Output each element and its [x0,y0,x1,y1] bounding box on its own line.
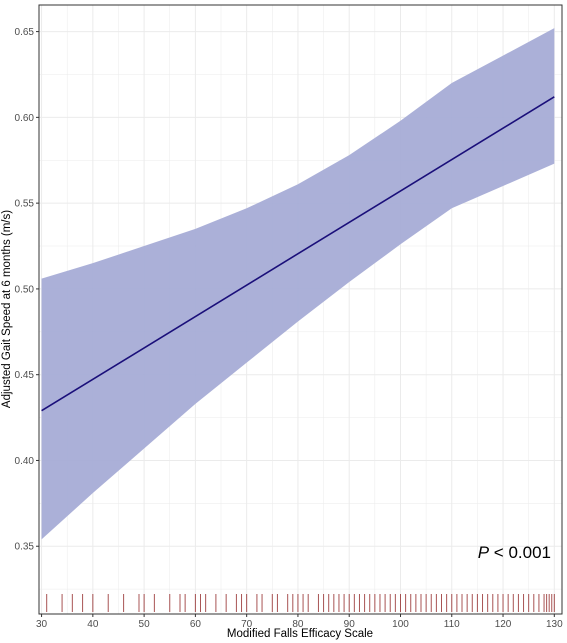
y-axis-title: Adjusted Gait Speed at 6 months (m/s) [1,210,13,408]
y-tick-label: 0.50 [15,284,35,295]
p-value-text: < 0.001 [489,543,551,562]
y-tick-label: 0.45 [15,370,35,381]
x-tick-label: 40 [87,619,99,630]
x-axis-title: Modified Falls Efficacy Scale [227,628,373,640]
regression-line-group [41,96,555,412]
y-tick-label: 0.60 [15,113,35,124]
rug-marks [46,594,555,612]
grid [39,5,562,614]
x-tick-label: 90 [344,619,356,630]
y-axis-ticks: 0.35 0.40 0.45 0.50 0.55 0.60 0.65 [15,27,39,553]
x-tick-label: 50 [139,619,151,630]
x-tick-label: 30 [36,619,48,630]
y-tick-label: 0.40 [15,456,35,467]
x-tick-label: 60 [190,619,202,630]
p-value-annotation: P < 0.001 [478,543,551,562]
p-value-italic: P [478,543,490,562]
x-tick-label: 120 [495,619,512,630]
regression-line [41,96,555,412]
x-axis-ticks: 30 40 50 60 70 80 90 100 110 120 130 [36,614,563,630]
confidence-band-group [41,28,555,540]
plot-panel-border [38,4,563,615]
x-tick-label: 130 [546,619,563,630]
x-tick-label: 80 [292,619,304,630]
y-tick-label: 0.35 [15,542,35,553]
x-tick-label: 100 [392,619,409,630]
x-tick-label: 70 [241,619,253,630]
confidence-band [41,28,555,540]
x-tick-label: 110 [444,619,460,630]
y-tick-label: 0.55 [15,199,35,210]
y-tick-label: 0.65 [15,27,35,38]
